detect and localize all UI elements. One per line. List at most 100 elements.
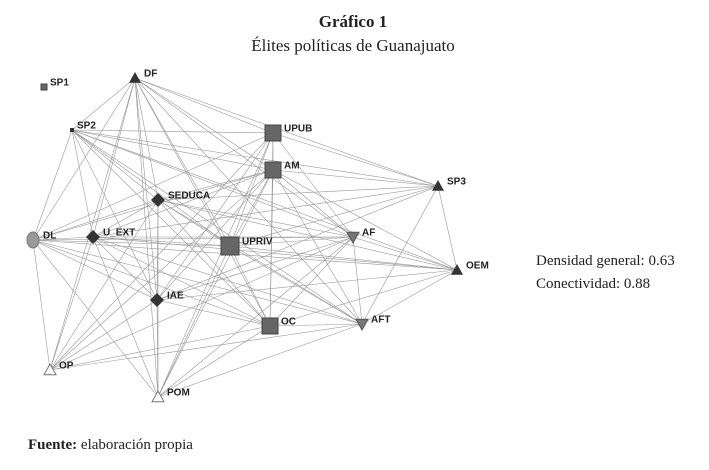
node-label: DF [144,69,157,80]
edge [49,77,136,371]
edge [156,132,274,301]
node [432,180,444,191]
edge [92,236,159,398]
node [43,362,57,376]
edge [352,236,458,271]
edge [71,129,231,247]
edge [156,185,439,301]
edge [49,299,158,371]
edge [32,129,73,241]
edge [49,199,159,371]
edge [32,239,271,327]
edge [71,129,274,171]
edge [229,169,274,247]
edge [71,129,159,201]
node-label: UPRIV [242,237,273,248]
node-label: DL [43,231,56,242]
edge [71,129,274,134]
node [151,193,165,207]
node [86,230,100,244]
source-label: Fuente: [28,437,77,453]
edge [157,236,354,398]
edge [32,239,51,371]
edge [157,199,354,238]
edge [49,236,354,371]
node-label: OC [281,317,296,328]
node [129,72,141,83]
edge [157,169,274,398]
edge [32,239,158,301]
node [150,293,164,307]
edge [269,269,458,327]
edge [71,129,94,238]
stat-label: Conectividad: [536,276,620,292]
edge [71,129,458,271]
node-label: OP [59,361,74,372]
edge [32,239,231,247]
edge [156,269,458,301]
edge [157,169,274,201]
edge [32,236,94,241]
edge [134,77,354,238]
edge [49,236,94,371]
stat: Conectividad: 0.88 [536,276,650,292]
edge [229,245,363,325]
edge [269,323,363,327]
source: Fuente: elaboración propia [28,437,193,453]
edge [92,236,363,325]
edge [229,185,439,247]
node-label: OEM [466,261,489,272]
stat-value: 0.63 [648,253,674,269]
node [451,264,463,275]
edge [156,169,274,301]
edge [32,236,354,241]
node-label: AFT [371,315,390,326]
edge [92,169,274,238]
node [26,231,40,249]
title: Gráfico 1 [319,12,387,31]
subtitle: Élites políticas de Guanajuato [251,36,454,55]
edge [71,129,363,325]
edge [32,239,363,325]
edge [32,77,136,241]
node [264,161,282,179]
edge [361,185,439,325]
edge [49,325,271,371]
node-label: UPUB [284,124,312,135]
edge [32,199,159,241]
node-label: SP2 [77,121,96,132]
edge [32,239,159,398]
edge [272,132,439,187]
edge [92,77,136,238]
edge [229,236,354,247]
node [261,317,279,335]
edge [272,169,458,271]
edge [157,323,363,398]
edge [49,169,274,371]
edge [361,269,458,325]
edge [134,77,274,171]
edge [269,169,274,327]
edge [272,169,363,325]
edge [229,245,458,271]
node-label: IAE [167,291,184,302]
stat: Densidad general: 0.63 [536,253,675,269]
edges [32,77,458,398]
edge [157,199,271,327]
node [355,318,369,332]
node [70,128,74,132]
edge [71,129,271,327]
node-label: SP1 [50,78,69,89]
edge [92,236,158,301]
edge [269,236,354,327]
nodes: SP1 DF SP2 UPUB AM SEDUCA SP3 DL U_EXT UPRIV AF OEM… [26,69,489,403]
edge [229,245,271,327]
edge [92,236,271,327]
edge [134,77,274,134]
edge [272,169,354,238]
stat-value: 0.88 [624,276,650,292]
edge [352,236,363,325]
source-text: elaboración propia [81,437,193,453]
edge [134,77,158,301]
